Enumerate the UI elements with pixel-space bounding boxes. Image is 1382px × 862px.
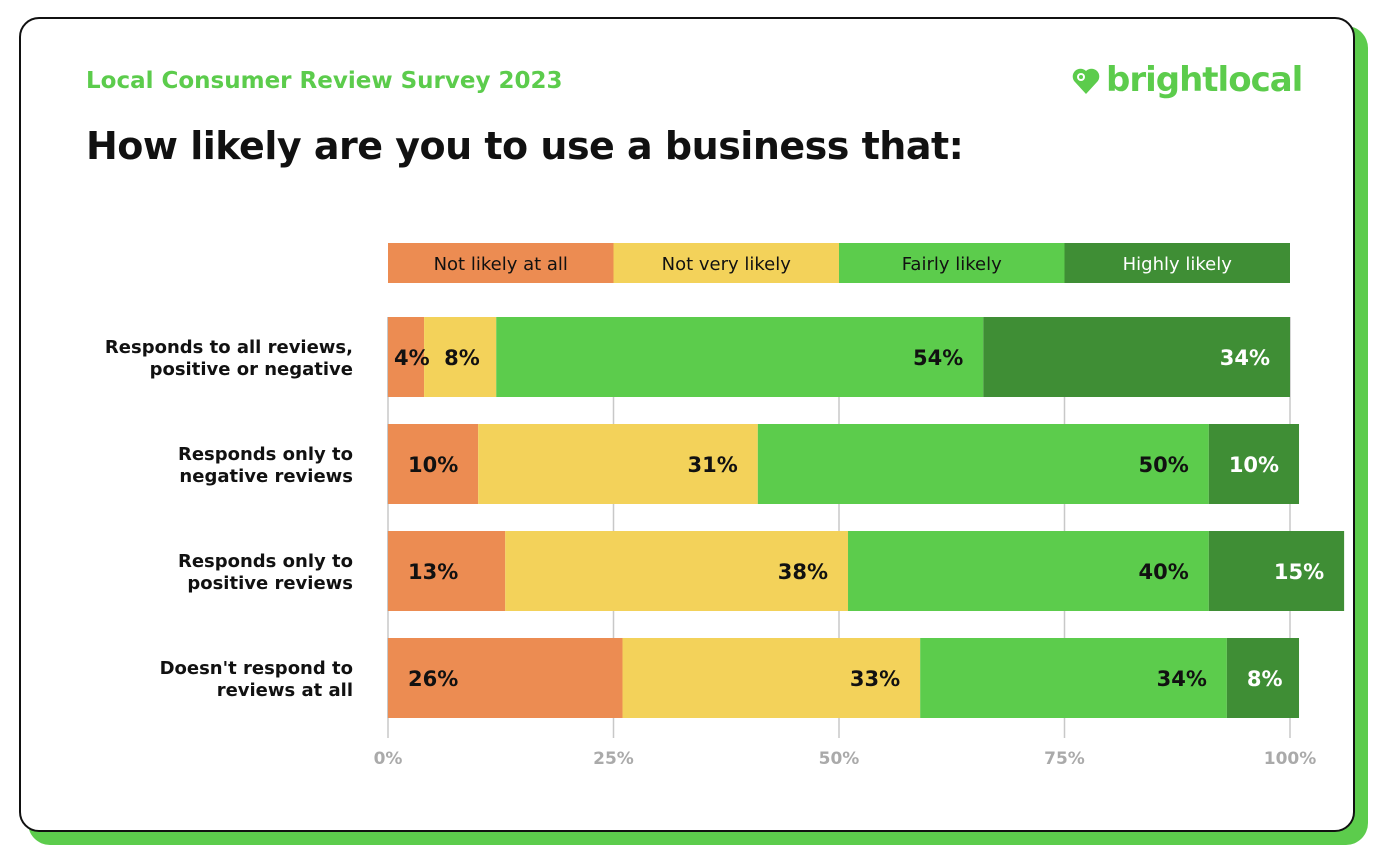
bar-segment bbox=[388, 638, 623, 718]
legend-label: Highly likely bbox=[1123, 254, 1233, 275]
x-tick-label: 75% bbox=[1044, 749, 1085, 769]
bar-segment bbox=[920, 638, 1227, 718]
bar-segment bbox=[1208, 531, 1345, 611]
bar-segment bbox=[1208, 424, 1300, 504]
logo-text: brightlocal bbox=[1106, 60, 1303, 100]
data-label: 31% bbox=[688, 453, 738, 477]
bar-segment bbox=[848, 531, 1209, 611]
bar-segment bbox=[983, 317, 1290, 397]
data-label: 10% bbox=[408, 453, 458, 477]
data-label: 34% bbox=[1157, 667, 1207, 691]
bar-axis bbox=[387, 317, 388, 397]
legend-swatch bbox=[839, 243, 1065, 283]
category-label: Doesn't respond to bbox=[160, 658, 353, 679]
pin-heart-icon bbox=[1072, 68, 1100, 94]
x-tick-label: 25% bbox=[593, 749, 634, 769]
legend-swatch bbox=[1064, 243, 1290, 283]
legend-label: Not very likely bbox=[662, 254, 792, 275]
legend-label: Not likely at all bbox=[434, 254, 568, 275]
x-tick-label: 50% bbox=[819, 749, 860, 769]
data-label: 13% bbox=[408, 560, 458, 584]
bar-segment bbox=[505, 531, 849, 611]
legend-swatch bbox=[388, 243, 614, 283]
category-label: negative reviews bbox=[179, 466, 353, 487]
bar-axis bbox=[387, 531, 388, 611]
category-label: reviews at all bbox=[217, 680, 353, 701]
bar-segment bbox=[388, 424, 479, 504]
legend-label: Fairly likely bbox=[902, 254, 1002, 275]
category-label: Responds only to bbox=[178, 551, 353, 572]
data-label: 34% bbox=[1220, 346, 1270, 370]
bar-segment bbox=[478, 424, 758, 504]
data-label: 40% bbox=[1139, 560, 1189, 584]
bar-axis bbox=[387, 638, 388, 718]
data-label: 10% bbox=[1229, 453, 1279, 477]
x-tick-label: 100% bbox=[1264, 749, 1317, 769]
data-label: 54% bbox=[913, 346, 963, 370]
data-label: 26% bbox=[408, 667, 458, 691]
data-label: 33% bbox=[850, 667, 900, 691]
brightlocal-logo: brightlocal bbox=[1072, 60, 1303, 100]
bar-segment bbox=[622, 638, 921, 718]
data-label: 50% bbox=[1139, 453, 1189, 477]
bar-segment bbox=[757, 424, 1209, 504]
bar-segment bbox=[424, 317, 497, 397]
bar-segment bbox=[496, 317, 984, 397]
page-title: How likely are you to use a business tha… bbox=[86, 124, 964, 168]
category-label: Responds to all reviews, bbox=[105, 337, 353, 358]
category-label: Responds only to bbox=[178, 444, 353, 465]
survey-title: Local Consumer Review Survey 2023 bbox=[86, 68, 563, 94]
data-label: 38% bbox=[778, 560, 828, 584]
data-label: 15% bbox=[1274, 560, 1324, 584]
category-label: positive reviews bbox=[187, 573, 353, 594]
bar-axis bbox=[387, 424, 388, 504]
data-label: 4% bbox=[394, 346, 430, 370]
x-tick-label: 0% bbox=[374, 749, 403, 769]
bar-segment bbox=[388, 531, 506, 611]
category-label: positive or negative bbox=[150, 359, 353, 380]
legend-swatch bbox=[613, 243, 839, 283]
bar-segment bbox=[1226, 638, 1300, 718]
bar-segment bbox=[388, 317, 425, 397]
data-label: 8% bbox=[1247, 667, 1283, 691]
data-label: 8% bbox=[444, 346, 480, 370]
